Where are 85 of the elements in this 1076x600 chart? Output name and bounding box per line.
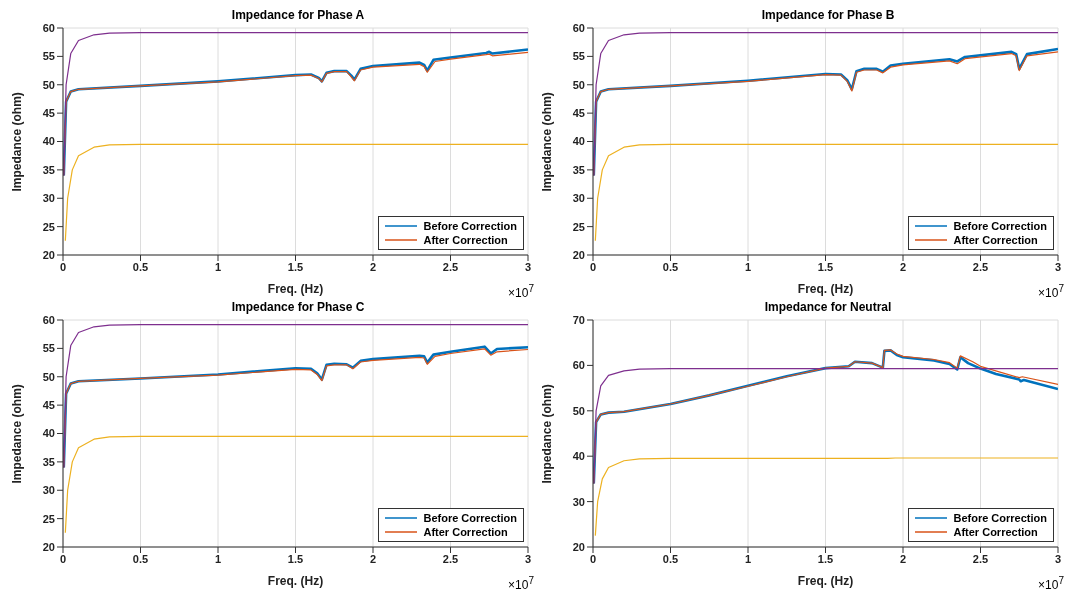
x-tick-label: 3 — [1054, 260, 1062, 273]
legend-label: Before Correction — [953, 219, 1047, 233]
x-tick-label: 3 — [524, 260, 532, 273]
y-tick-label: 55 — [42, 342, 55, 355]
y-tick-label: 20 — [572, 540, 585, 553]
y-tick-label: 25 — [42, 512, 55, 525]
legend-label: Before Correction — [953, 511, 1047, 525]
y-tick-label: 50 — [42, 78, 55, 91]
y-tick-label: 55 — [572, 50, 585, 63]
y-tick-label: 55 — [42, 50, 55, 63]
text: ×10$^{7}$ — [508, 575, 534, 592]
y-tick-label: 70 — [572, 313, 585, 326]
y-tick-label: 60 — [42, 313, 55, 326]
x-tick-label: 2 — [899, 260, 907, 273]
x-tick-label: 2 — [369, 552, 377, 565]
y-tick-label: 40 — [42, 427, 55, 440]
text: ×10$^{7}$ — [508, 283, 534, 300]
x-tick-label: 1.5 — [287, 260, 304, 273]
y-tick-label: 45 — [42, 399, 55, 412]
x-tick-label: 1 — [744, 260, 752, 273]
x-tick-label: 1 — [744, 552, 752, 565]
x-tick-label: 2 — [899, 552, 907, 565]
x-tick-label: 3 — [1054, 552, 1062, 565]
legend-label: Before Correction — [423, 219, 517, 233]
x-tick-label: 2 — [369, 260, 377, 273]
y-tick-label: 45 — [572, 107, 585, 120]
y-tick-label: 25 — [572, 220, 585, 233]
y-tick-label: 60 — [572, 21, 585, 34]
y-axis-title: Impedance (ohm) — [540, 92, 555, 192]
x-tick-label: 1.5 — [817, 260, 834, 273]
x-axis-title: Freq. (Hz) — [267, 282, 324, 296]
text: ×10$^{7}$ — [1038, 283, 1064, 300]
y-tick-label: 60 — [572, 359, 585, 372]
chart-title: Impedance for Phase A — [231, 8, 365, 22]
y-tick-label: 35 — [42, 163, 55, 176]
y-tick-label: 50 — [572, 404, 585, 417]
x-tick-label: 0 — [59, 260, 67, 273]
x-tick-label: 1.5 — [817, 552, 834, 565]
x-tick-label: 1.5 — [287, 552, 304, 565]
x-tick-label: 0.5 — [662, 260, 679, 273]
y-axis-title: Impedance (ohm) — [10, 92, 25, 192]
x-tick-label: 2.5 — [972, 260, 989, 273]
x-axis-title: Freq. (Hz) — [797, 574, 854, 588]
y-axis-title: Impedance (ohm) — [10, 384, 25, 484]
x-tick-label: 2.5 — [442, 552, 459, 565]
y-tick-label: 20 — [572, 248, 585, 261]
chart-title: Impedance for Phase B — [761, 8, 895, 22]
y-tick-label: 30 — [42, 484, 55, 497]
y-tick-label: 45 — [42, 107, 55, 120]
y-tick-label: 40 — [42, 135, 55, 148]
y-tick-label: 20 — [42, 248, 55, 261]
x-tick-label: 0.5 — [662, 552, 679, 565]
legend-label: Before Correction — [423, 511, 517, 525]
y-axis-title: Impedance (ohm) — [540, 384, 555, 484]
x-tick-label: 2.5 — [442, 260, 459, 273]
legend-label: After Correction — [423, 233, 508, 247]
x-tick-label: 3 — [524, 552, 532, 565]
y-tick-label: 40 — [572, 450, 585, 463]
y-tick-label: 35 — [572, 163, 585, 176]
x-tick-label: 1 — [214, 552, 222, 565]
y-tick-label: 35 — [42, 455, 55, 468]
x-axis-title: Freq. (Hz) — [267, 574, 324, 588]
y-tick-label: 30 — [42, 192, 55, 205]
x-tick-label: 0.5 — [132, 552, 149, 565]
x-axis-title: Freq. (Hz) — [797, 282, 854, 296]
chart-title: Impedance for Phase C — [231, 300, 365, 314]
x-tick-label: 0 — [589, 260, 597, 273]
y-tick-label: 60 — [42, 21, 55, 34]
y-tick-label: 20 — [42, 540, 55, 553]
x-tick-label: 2.5 — [972, 552, 989, 565]
x-tick-label: 0 — [59, 552, 67, 565]
legend-label: After Correction — [953, 233, 1038, 247]
legend-label: After Correction — [423, 525, 508, 539]
y-tick-label: 40 — [572, 135, 585, 148]
x-tick-label: 1 — [214, 260, 222, 273]
y-tick-label: 30 — [572, 192, 585, 205]
legend-label: After Correction — [953, 525, 1038, 539]
y-tick-label: 25 — [42, 220, 55, 233]
y-tick-label: 50 — [42, 370, 55, 383]
chart-title: Impedance for Neutral — [764, 300, 892, 314]
x-tick-label: 0 — [589, 552, 597, 565]
y-tick-label: 30 — [572, 495, 585, 508]
text: ×10$^{7}$ — [1038, 575, 1064, 592]
y-tick-label: 50 — [572, 78, 585, 91]
x-tick-label: 0.5 — [132, 260, 149, 273]
